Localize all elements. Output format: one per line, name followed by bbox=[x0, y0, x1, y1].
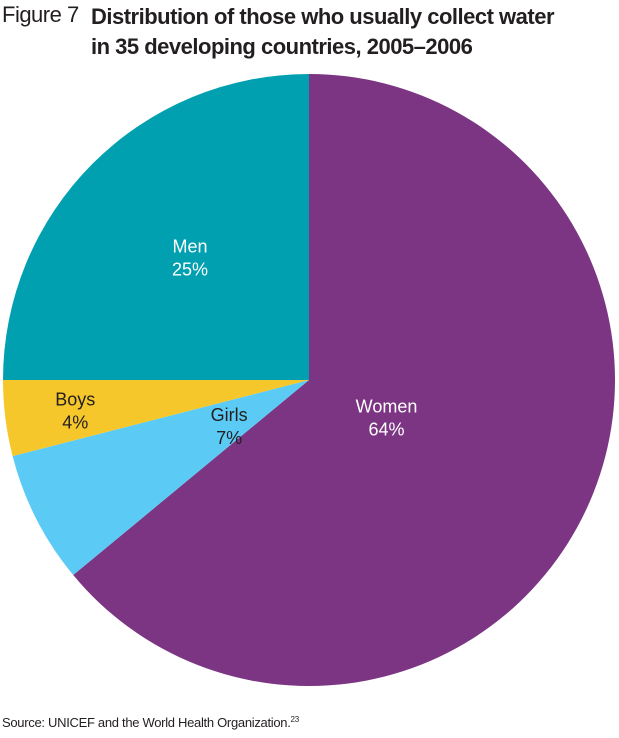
chart-title-line-2: in 35 developing countries, 2005–2006 bbox=[91, 34, 473, 59]
source-note: Source: UNICEF and the World Health Orga… bbox=[2, 715, 299, 730]
pie-label-girls: Girls 7% bbox=[211, 405, 248, 448]
slice-value-label: 25% bbox=[172, 260, 208, 280]
slice-value-label: 4% bbox=[62, 413, 88, 433]
slice-value-label: 7% bbox=[216, 428, 242, 448]
slice-category-label: Women bbox=[356, 396, 418, 416]
figure-number: Figure 7 bbox=[2, 2, 79, 27]
pie-slice-men bbox=[3, 74, 309, 380]
pie-slice-women bbox=[73, 74, 615, 687]
slice-value-label: 64% bbox=[369, 419, 405, 439]
source-text: Source: UNICEF and the World Health Orga… bbox=[2, 715, 291, 730]
pie-labels: Women 64% Girls 7% Boys 4% Men 25% bbox=[55, 237, 417, 448]
slice-category-label: Men bbox=[172, 237, 207, 257]
slice-category-label: Girls bbox=[211, 405, 248, 425]
pie-label-women: Women 64% bbox=[356, 396, 418, 439]
pie-label-men: Men 25% bbox=[172, 237, 208, 280]
slice-category-label: Boys bbox=[55, 390, 95, 410]
pie-slices bbox=[2, 74, 615, 687]
chart-title: Distribution of those who usually collec… bbox=[91, 2, 611, 62]
source-footnote: 23 bbox=[290, 715, 300, 724]
pie-label-boys: Boys 4% bbox=[55, 390, 95, 433]
pie-slice-girls bbox=[12, 380, 309, 576]
pie-slice-boys bbox=[2, 380, 309, 457]
chart-title-line-1: Distribution of those who usually collec… bbox=[91, 4, 555, 29]
